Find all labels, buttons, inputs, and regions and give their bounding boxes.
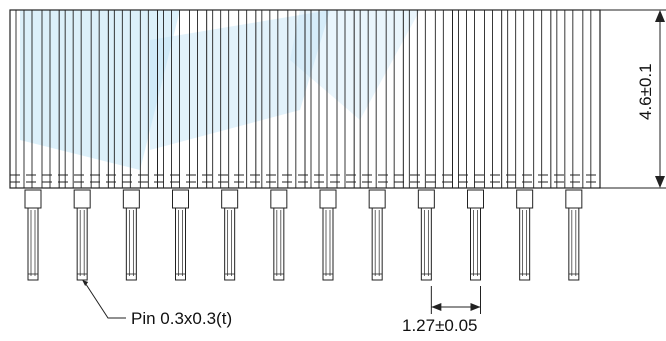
height-dimension-label: 4.6±0.1 [636,63,655,120]
pin-shoulder [172,189,189,209]
pin [516,189,534,281]
pin-shoulder [270,189,288,209]
pin-shaft [568,207,580,281]
pin [368,189,386,281]
pin-shaft [470,207,481,281]
pin-shoulder [467,189,484,209]
pin-shoulder [516,189,534,209]
pin-row [24,189,583,281]
pin [24,189,42,281]
pin [73,189,91,281]
height-arrow-bottom [655,176,665,188]
pin-shaft [27,207,39,281]
pin [221,189,239,281]
pin-spec-label: Pin 0.3x0.3(t) [131,309,233,328]
pin-shaft [322,207,334,281]
pin [467,189,484,281]
pin-shaft [125,207,137,281]
pin-shaft [76,207,88,281]
pin-shaft [273,207,285,281]
pin-shaft [519,207,531,281]
pin-shoulder [221,189,239,209]
pin-shaft [371,207,383,281]
watermark-shape [150,10,330,150]
pin [565,189,583,281]
pin [319,189,337,281]
pin [417,189,435,281]
connector-body [9,9,601,189]
pin-shoulder [565,189,583,209]
height-arrow-top [655,10,665,22]
pin [270,189,288,281]
pin-shaft [224,207,236,281]
pitch-arrow-left [431,303,442,311]
pitch-dimension-label: 1.27±0.05 [402,316,478,335]
callout-leader [84,282,126,319]
pin-shaft [420,207,432,281]
pin [172,189,189,281]
pin-shaft [175,207,186,281]
watermark-shape [290,10,420,120]
pin-shoulder [122,189,140,209]
pin-shoulder [73,189,91,209]
pin-shoulder [319,189,337,209]
pin [122,189,140,281]
pin-shoulder [368,189,386,209]
pin-shoulder [24,189,42,209]
pitch-arrow-right [470,303,481,311]
pin-shoulder [417,189,435,209]
dimension-lines [82,9,666,319]
